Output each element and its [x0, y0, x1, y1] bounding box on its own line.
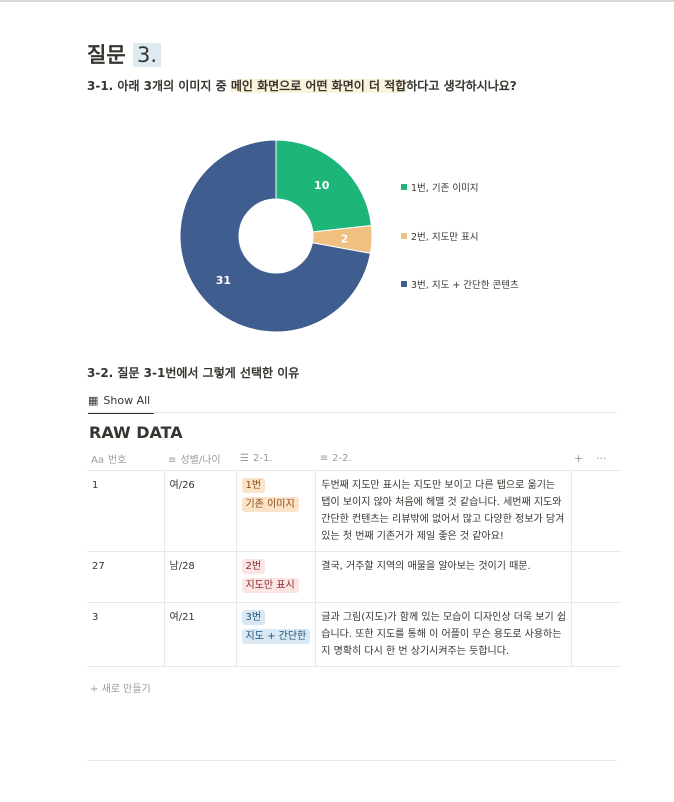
cell-reason[interactable]: 글과 그림(지도)가 함께 있는 모습이 디자인상 더욱 보기 쉽습니다. 또한… [315, 602, 573, 667]
col-header-2-2-label: 2-2. [332, 452, 352, 464]
tag-pill: 1번 [241, 478, 266, 493]
cell-empty [571, 551, 622, 603]
question2-title: 3-2. 질문 3-1번에서 그렇게 선택한 이유 [87, 366, 300, 380]
cell-number[interactable]: 1 [87, 470, 165, 552]
pie-slice [275, 139, 372, 233]
raw-data-table: Aa 번호 ≡ 성별/나이 ☰ 2-1. ≡ 2-2. 1 여/26 1번 기존 이미지… [87, 446, 622, 667]
col-header-empty [571, 446, 622, 471]
text-property-icon: ≡ [319, 452, 329, 464]
page-title: 질문 3. [87, 42, 165, 68]
new-row-button[interactable]: + 새로 만들기 [90, 680, 151, 695]
cell-empty [571, 470, 622, 552]
cell-gender-age[interactable]: 여/26 [164, 470, 237, 552]
title-number: 3. [132, 43, 161, 67]
bottom-divider [87, 760, 617, 761]
col-header-gender-age[interactable]: ≡ 성별/나이 [164, 446, 236, 471]
col-header-gender-age-label: 성별/나이 [180, 454, 221, 466]
tag-pill: 지도 + 간단한 [241, 629, 311, 644]
question-highlight: 메인 화면으로 어떤 화면이 더 적합 [230, 79, 407, 93]
pie-slice [179, 139, 371, 333]
table-icon: ▦ [88, 393, 99, 407]
cell-gender-age[interactable]: 남/28 [164, 551, 237, 603]
cell-reason[interactable]: 두번째 지도만 표시는 지도만 보이고 다른 탭으로 옮기는 탭이 보이지 않아… [315, 470, 573, 552]
table-row[interactable]: 3 여/21 3번 지도 + 간단한 글과 그림(지도)가 함께 있는 모습이 … [87, 602, 622, 667]
tag-pill: 지도만 표시 [241, 578, 299, 593]
cell-gender-age[interactable]: 여/21 [164, 602, 237, 667]
cell-tags[interactable]: 2번 지도만 표시 [236, 551, 317, 603]
database-title: RAW DATA [89, 423, 183, 442]
question-subtitle: 3-1. 아래 3개의 이미지 중 메인 화면으로 어떤 화면이 더 적합하다고… [87, 77, 517, 94]
tag-pill: 기존 이미지 [241, 497, 299, 512]
table-row[interactable]: 27 남/28 2번 지도만 표시 결국, 거주할 지역의 매물을 알아보는 것… [87, 551, 622, 603]
col-header-number-label: 번호 [107, 454, 127, 466]
title-property-icon: Aa [91, 454, 104, 466]
question-text-after: 하다고 생각하시나요? [406, 79, 517, 93]
slice-value-label: 2 [341, 233, 349, 246]
cell-number[interactable]: 27 [87, 551, 165, 603]
text-property-icon: ≡ [168, 454, 177, 466]
table-row[interactable]: 1 여/26 1번 기존 이미지 두번째 지도만 표시는 지도만 보이고 다른 … [87, 470, 622, 552]
plus-icon: + [90, 684, 99, 695]
cell-tags[interactable]: 1번 기존 이미지 [236, 470, 317, 552]
title-prefix: 질문 [87, 43, 126, 67]
tab-divider [87, 412, 617, 413]
tag-pill: 3번 [241, 610, 266, 625]
legend-label: 3번, 지도 + 간단한 콘텐츠 [411, 280, 519, 291]
slice-value-label: 10 [314, 179, 330, 192]
legend-swatch [401, 233, 407, 239]
col-header-2-1[interactable]: ☰ 2-1. [236, 446, 316, 471]
new-row-label: 새로 만들기 [101, 684, 151, 695]
slice-value-label: 31 [216, 274, 231, 287]
legend-swatch [401, 281, 407, 287]
cell-reason[interactable]: 결국, 거주할 지역의 매물을 알아보는 것이기 때문. [315, 551, 573, 603]
col-header-number[interactable]: Aa 번호 [87, 446, 164, 471]
tag-pill: 2번 [241, 559, 266, 574]
cell-number[interactable]: 3 [87, 602, 165, 667]
question-text-before: 3-1. 아래 3개의 이미지 중 [87, 79, 231, 93]
col-header-2-2[interactable]: ≡ 2-2. [315, 446, 572, 471]
legend-swatch [401, 184, 407, 190]
tab-show-all-label: Show All [103, 393, 151, 407]
cell-tags[interactable]: 3번 지도 + 간단한 [236, 602, 317, 667]
legend-label: 1번, 기존 이미지 [411, 183, 479, 194]
multiselect-property-icon: ☰ [240, 452, 249, 464]
tab-show-all[interactable]: ▦ Show All [88, 388, 155, 414]
donut-chart: 10 2 31 1번, 기존 이미지 2번, 지도만 표시 3번, 지도 + 간단한 콘텐… [179, 139, 519, 333]
cell-empty [571, 602, 622, 667]
col-header-2-1-label: 2-1. [252, 452, 273, 464]
legend-label: 2번, 지도만 표시 [411, 232, 479, 243]
table-header-row: Aa 번호 ≡ 성별/나이 ☰ 2-1. ≡ 2-2. [87, 446, 622, 471]
top-border [0, 0, 674, 2]
